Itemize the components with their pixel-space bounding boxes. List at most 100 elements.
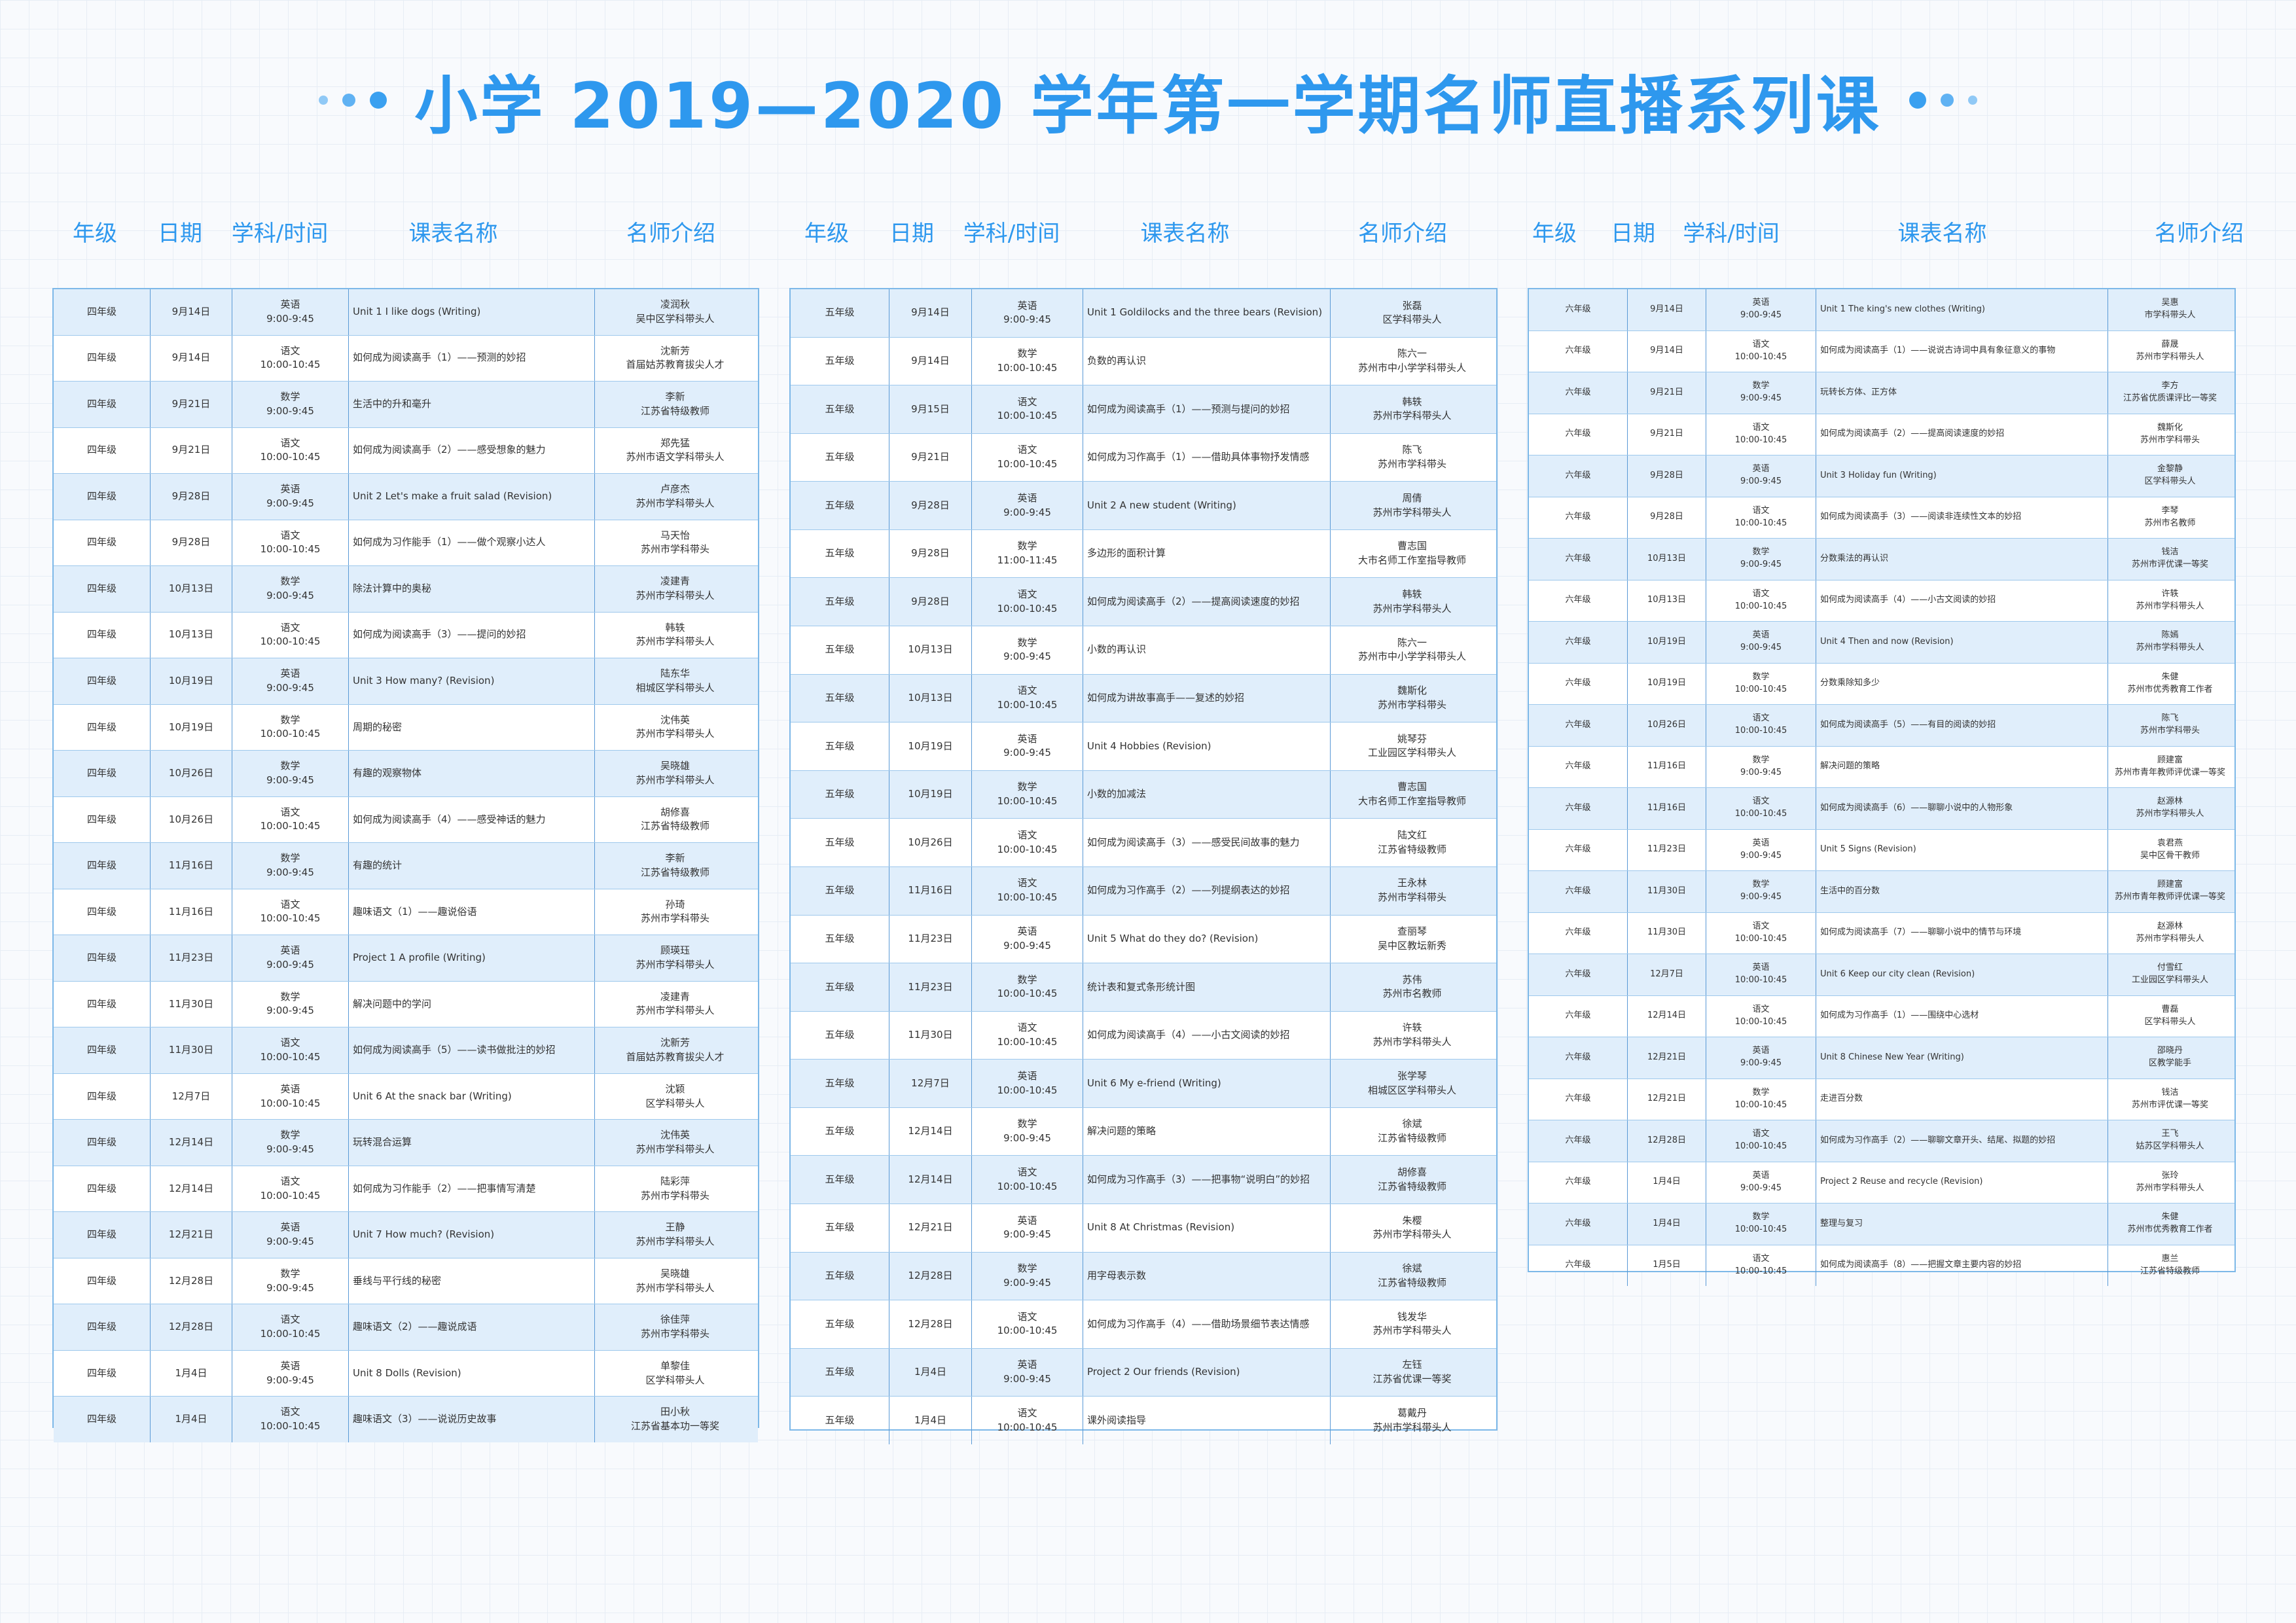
- grade-text: 五年级: [825, 1125, 855, 1137]
- teacher-title: 区学科带头人: [645, 1097, 705, 1109]
- grade-cell: 四年级: [54, 797, 150, 843]
- date-text: 9月28日: [171, 490, 211, 502]
- teacher-title: 相城区学科带头人: [636, 681, 715, 694]
- date-text: 12月14日: [168, 1136, 214, 1149]
- course-cell: 解决问题的策略: [1816, 746, 2108, 787]
- grade-text: 五年级: [825, 402, 855, 415]
- date-cell: 10月19日: [150, 704, 232, 751]
- date-text: 12月7日: [1650, 969, 1683, 979]
- course-text: Unit 8 Chinese New Year (Writing): [1820, 1052, 1964, 1062]
- date-cell: 9月14日: [1627, 289, 1706, 330]
- grade-text: 四年级: [86, 397, 117, 410]
- date-cell: 12月28日: [889, 1300, 971, 1348]
- subject-time-cell: 英语 9:00-9:45: [1706, 1037, 1816, 1079]
- table-row: 五年级 9月28日 英语 9:00-9:45 Unit 2 A new student …: [791, 481, 1496, 529]
- subject-time-cell: 数学 9:00-9:45: [232, 981, 348, 1027]
- grade-cell: 六年级: [1529, 1037, 1627, 1079]
- table-row: 六年级 11月16日 数学 9:00-9:45 解决问题的策略 顾建富 苏州市青年教师评优课…: [1529, 745, 2234, 787]
- grade-cell: 四年级: [54, 428, 150, 474]
- time-text: 9:00-9:45: [266, 866, 314, 878]
- subject-time-cell: 数学 9:00-9:45: [1706, 372, 1816, 414]
- grade-text: 六年级: [1565, 885, 1591, 896]
- subject-text: 语文: [1017, 1166, 1037, 1178]
- course-cell: 如何成为阅读高手（1）——预测与提问的妙招: [1083, 385, 1330, 433]
- course-cell: 如何成为阅读高手（5）——读书做批注的妙招: [348, 1027, 594, 1073]
- grade-cell: 五年级: [791, 1108, 889, 1156]
- grade-text: 四年级: [86, 628, 117, 641]
- teacher-title: 区学科带头人: [2144, 476, 2196, 487]
- schedule-table-grade6: 六年级 9月14日 英语 9:00-9:45 Unit 1 The king's new…: [1528, 288, 2236, 1286]
- teacher-title: 苏州市学科带头人: [636, 728, 715, 740]
- teacher-cell: 葛戴丹 苏州市学科带头人: [1330, 1397, 1494, 1444]
- subject-time-cell: 数学 9:00-9:45: [232, 566, 348, 612]
- subject-time-cell: 语文 10:00-10:45: [232, 1166, 348, 1212]
- time-text: 9:00-9:45: [1740, 767, 1782, 777]
- course-cell: 如何成为阅读高手（3）——感受民间故事的魅力: [1083, 819, 1330, 866]
- date-text: 12月7日: [911, 1077, 950, 1089]
- subject-text: 语文: [1752, 921, 1770, 931]
- course-cell: Unit 8 Chinese New Year (Writing): [1816, 1037, 2108, 1079]
- course-cell: 走进百分数: [1816, 1079, 2108, 1120]
- course-cell: 负数的再认识: [1083, 337, 1330, 385]
- teacher-name: 李方: [2161, 381, 2179, 391]
- date-text: 12月21日: [168, 1228, 214, 1241]
- course-text: 如何成为阅读高手（2）——提高阅读速度的妙招: [1087, 595, 1300, 607]
- time-text: 10:00-10:45: [260, 1189, 321, 1202]
- course-text: Project 2 Our friends (Revision): [1087, 1366, 1240, 1378]
- date-text: 9月28日: [1650, 470, 1683, 480]
- date-cell: 9月21日: [889, 433, 971, 482]
- date-text: 12月21日: [1647, 1052, 1687, 1062]
- teacher-cell: 徐斌 江苏省特级教师: [1330, 1252, 1494, 1300]
- date-cell: 10月19日: [889, 722, 971, 770]
- subject-text: 语文: [280, 1037, 300, 1049]
- subject-time-cell: 语文 10:00-10:45: [971, 385, 1083, 433]
- date-text: 10月13日: [168, 582, 214, 594]
- teacher-title: 工业园区学科带头人: [1367, 747, 1456, 759]
- teacher-cell: 顾瑛珏 苏州市学科带头人: [594, 935, 755, 981]
- course-cell: 如何成为阅读高手（3）——提问的妙招: [348, 612, 594, 658]
- teacher-cell: 顾建富 苏州市青年教师评优课一等奖: [2108, 746, 2232, 787]
- time-text: 9:00-9:45: [1740, 560, 1782, 570]
- grade-cell: 四年级: [54, 613, 150, 658]
- grade-cell: 四年级: [54, 889, 150, 935]
- subject-time-cell: 数学 9:00-9:45: [971, 1107, 1083, 1156]
- teacher-name: 朱樱: [1402, 1214, 1422, 1226]
- grade-cell: 四年级: [54, 336, 150, 382]
- teacher-cell: 朱健 苏州市优秀教育工作者: [2108, 1204, 2232, 1245]
- date-text: 1月4日: [1653, 1177, 1681, 1187]
- subject-time-cell: 英语 9:00-9:45: [1706, 1162, 1816, 1203]
- subject-time-cell: 英语 10:00-10:45: [971, 1060, 1083, 1107]
- date-cell: 9月28日: [150, 520, 232, 566]
- teacher-cell: 沈伟英 苏州市学科带头人: [594, 704, 755, 751]
- course-cell: Project 1 A profile (Writing): [348, 935, 594, 981]
- dot-icon: [342, 94, 356, 107]
- grade-cell: 六年级: [1529, 664, 1627, 705]
- teacher-title: 区学科带头人: [645, 1374, 705, 1386]
- grade-cell: 六年级: [1529, 1245, 1627, 1287]
- teacher-name: 李新: [665, 852, 685, 865]
- teacher-title: 江苏省特级教师: [640, 866, 709, 878]
- teacher-title: 苏州市学科带头: [2140, 435, 2200, 445]
- course-cell: 如何成为习作能手（2）——把事情写清楚: [348, 1166, 594, 1212]
- course-cell: 周期的秘密: [348, 704, 594, 751]
- teacher-name: 钱发华: [1397, 1310, 1427, 1323]
- teacher-name: 胡修喜: [660, 806, 690, 818]
- teacher-title: 相城区区学科带头人: [1367, 1084, 1456, 1096]
- course-text: 负数的再认识: [1087, 354, 1147, 366]
- teacher-cell: 顾建富 苏州市青年教师评优课一等奖: [2108, 871, 2232, 912]
- time-text: 10:00-10:45: [997, 602, 1058, 615]
- header-teacher: 名师介绍: [2155, 220, 2244, 247]
- course-text: 用字母表示数: [1087, 1269, 1147, 1281]
- course-text: Unit 4 Then and now (Revision): [1820, 636, 1954, 647]
- table-row: 四年级 9月28日 英语 9:00-9:45 Unit 2 Let's make a f…: [54, 473, 758, 520]
- schedule-table-grade5: 五年级 9月14日 英语 9:00-9:45 Unit 1 Goldilocks and…: [789, 288, 1498, 1444]
- table-row: 六年级 9月14日 英语 9:00-9:45 Unit 1 The king's new…: [1529, 289, 2234, 330]
- subject-time-cell: 数学 9:00-9:45: [232, 1120, 348, 1166]
- subject-text: 语文: [1752, 713, 1770, 724]
- course-text: 生活中的升和毫升: [353, 397, 432, 410]
- course-cell: 解决问题中的学问: [348, 981, 594, 1027]
- course-text: 如何成为阅读高手（4）——小古文阅读的妙招: [1087, 1029, 1290, 1041]
- teacher-cell: 李新 江苏省特级教师: [594, 382, 755, 427]
- subject-text: 语文: [1752, 422, 1770, 433]
- teacher-cell: 金黎静 区学科带头人: [2108, 455, 2232, 497]
